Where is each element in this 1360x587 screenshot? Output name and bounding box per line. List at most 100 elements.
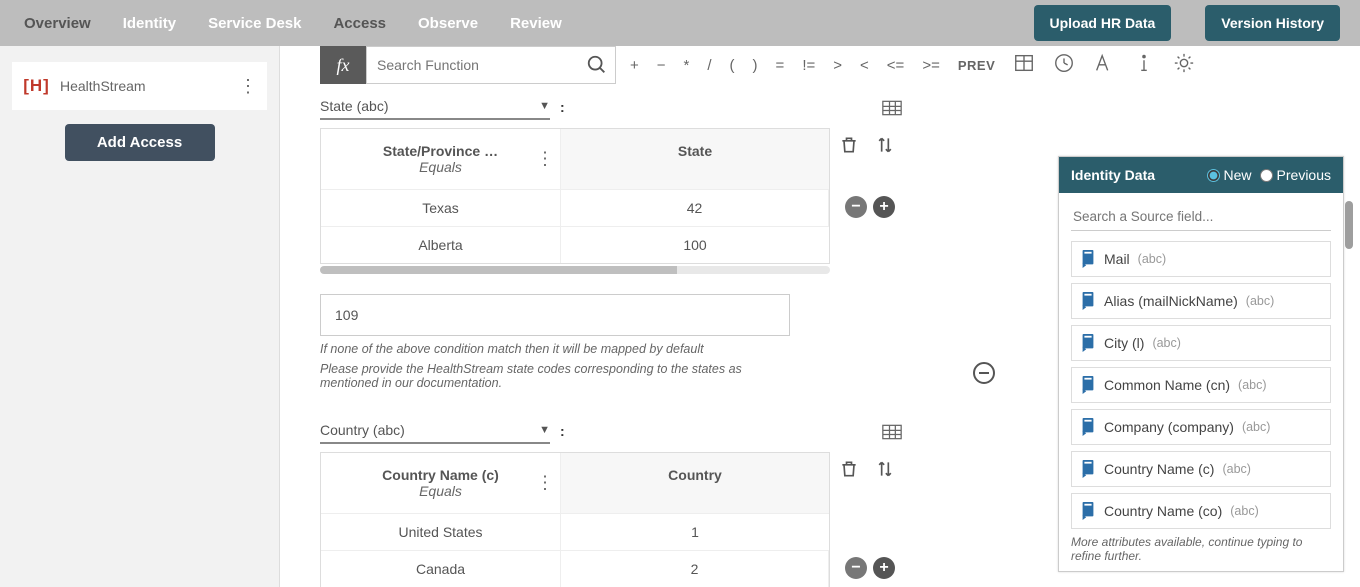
sort-icon[interactable] [875, 459, 895, 485]
radio-previous[interactable]: Previous [1260, 167, 1331, 183]
note-doc: Please provide the HealthStream state co… [320, 362, 790, 390]
field-label: Company (company) [1104, 419, 1234, 435]
op-minus[interactable]: − [657, 57, 666, 74]
tab-observe[interactable]: Observe [414, 3, 482, 44]
remove-row-button[interactable]: − [845, 196, 867, 218]
tab-service-desk[interactable]: Service Desk [204, 3, 305, 44]
default-value-input[interactable]: 109 [320, 294, 790, 336]
field-label: Alias (mailNickName) [1104, 293, 1238, 309]
col2-title: State [571, 143, 819, 159]
field-type: (abc) [1238, 378, 1266, 392]
attribute-select-state[interactable]: State (abc) ▼ [320, 94, 550, 120]
add-row-button[interactable]: + [873, 557, 895, 579]
op-plus[interactable]: + [630, 57, 639, 74]
col1-title: State/Province … [331, 143, 550, 159]
op-eq[interactable]: = [776, 57, 785, 74]
col1-title: Country Name (c) [331, 467, 550, 483]
tab-access[interactable]: Access [329, 3, 390, 44]
cell-country-0-b[interactable]: 1 [561, 514, 829, 550]
source-field-item[interactable]: Common Name (cn) (abc) [1071, 367, 1331, 403]
app-menu-icon[interactable]: ⋮ [239, 76, 257, 97]
field-type: (abc) [1222, 462, 1250, 476]
source-field-item[interactable]: Mail (abc) [1071, 241, 1331, 277]
tab-review[interactable]: Review [506, 3, 566, 44]
op-div[interactable]: / [707, 57, 711, 74]
table-icon[interactable] [1013, 52, 1035, 78]
sort-icon[interactable] [875, 135, 895, 161]
cell-country-1-a[interactable]: Canada [321, 551, 561, 587]
info-icon[interactable] [1133, 52, 1155, 78]
version-history-button[interactable]: Version History [1205, 5, 1340, 41]
op-mult[interactable]: * [684, 57, 690, 74]
fx-bar: fx + − * / ( ) = != > < [320, 46, 1344, 84]
field-icon [1080, 334, 1096, 352]
field-label: Common Name (cn) [1104, 377, 1230, 393]
remove-block-button[interactable] [973, 362, 995, 384]
chevron-down-icon: ▼ [539, 100, 550, 112]
add-access-button[interactable]: Add Access [65, 124, 215, 161]
op-lt[interactable]: < [860, 57, 869, 74]
gear-icon[interactable] [1173, 52, 1195, 78]
table-view-icon[interactable] [882, 100, 900, 114]
identity-data-panel: Identity Data New Previous Mail (abc) Ali… [1058, 156, 1344, 572]
app-logo-icon: H [22, 72, 50, 100]
delete-icon[interactable] [839, 135, 859, 161]
mapping-block-country: Country (abc) ▼ : Country N [320, 418, 900, 587]
op-lparen[interactable]: ( [730, 57, 735, 74]
cell-state-1-b[interactable]: 100 [561, 227, 829, 263]
op-rparen[interactable]: ) [753, 57, 758, 74]
app-row[interactable]: H HealthStream ⋮ [12, 62, 267, 110]
source-field-item[interactable]: Company (company) (abc) [1071, 409, 1331, 445]
top-nav: Overview Identity Service Desk Access Ob… [0, 0, 1360, 46]
source-field-item[interactable]: City (l) (abc) [1071, 325, 1331, 361]
op-gt[interactable]: > [833, 57, 842, 74]
center-area: fx + − * / ( ) = != > < [280, 46, 1360, 587]
upload-hr-data-button[interactable]: Upload HR Data [1034, 5, 1172, 41]
horizontal-scrollbar[interactable] [320, 266, 830, 274]
cell-state-0-b[interactable]: 42 [561, 190, 829, 226]
panel-scrollbar[interactable] [1345, 201, 1353, 249]
tab-overview[interactable]: Overview [20, 3, 95, 44]
op-prev[interactable]: PREV [958, 58, 995, 73]
colon: : [560, 99, 565, 115]
more-attributes-note: More attributes available, continue typi… [1071, 535, 1331, 563]
column-menu-icon[interactable]: ⋮ [536, 473, 554, 494]
op-neq[interactable]: != [802, 57, 815, 74]
attribute-select-country[interactable]: Country (abc) ▼ [320, 418, 550, 444]
mapping-table-country: Country Name (c) Equals ⋮ Country United… [320, 452, 830, 587]
cell-state-0-a[interactable]: Texas [321, 190, 561, 226]
op-gte[interactable]: >= [922, 57, 940, 74]
remove-row-button[interactable]: − [845, 557, 867, 579]
field-icon [1080, 292, 1096, 310]
delete-icon[interactable] [839, 459, 859, 485]
search-function-input[interactable] [366, 46, 616, 84]
cell-state-1-a[interactable]: Alberta [321, 227, 561, 263]
mapping-block-state: State (abc) ▼ : State/Provi [320, 94, 900, 390]
attribute-select-label: Country (abc) [320, 422, 405, 438]
col1-subtitle: Equals [331, 159, 550, 175]
table-view-icon[interactable] [882, 424, 900, 438]
fx-icon: fx [320, 46, 366, 84]
cell-country-1-b[interactable]: 2 [561, 551, 829, 587]
field-label: Mail [1104, 251, 1130, 267]
app-name: HealthStream [60, 78, 239, 94]
source-field-item[interactable]: Alias (mailNickName) (abc) [1071, 283, 1331, 319]
field-icon [1080, 250, 1096, 268]
add-row-button[interactable]: + [873, 196, 895, 218]
colon: : [560, 423, 565, 439]
cell-country-0-a[interactable]: United States [321, 514, 561, 550]
radio-new[interactable]: New [1207, 167, 1252, 183]
field-icon [1080, 376, 1096, 394]
source-field-item[interactable]: Country Name (c) (abc) [1071, 451, 1331, 487]
clock-icon[interactable] [1053, 52, 1075, 78]
search-source-field-input[interactable] [1071, 203, 1331, 231]
text-icon[interactable] [1093, 52, 1115, 78]
op-lte[interactable]: <= [887, 57, 905, 74]
column-menu-icon[interactable]: ⋮ [536, 149, 554, 170]
field-type: (abc) [1138, 252, 1166, 266]
source-field-item[interactable]: Country Name (co) (abc) [1071, 493, 1331, 529]
panel-title: Identity Data [1071, 167, 1199, 183]
app-sidebar: H HealthStream ⋮ Add Access [0, 46, 280, 587]
field-label: Country Name (c) [1104, 461, 1214, 477]
tab-identity[interactable]: Identity [119, 3, 180, 44]
